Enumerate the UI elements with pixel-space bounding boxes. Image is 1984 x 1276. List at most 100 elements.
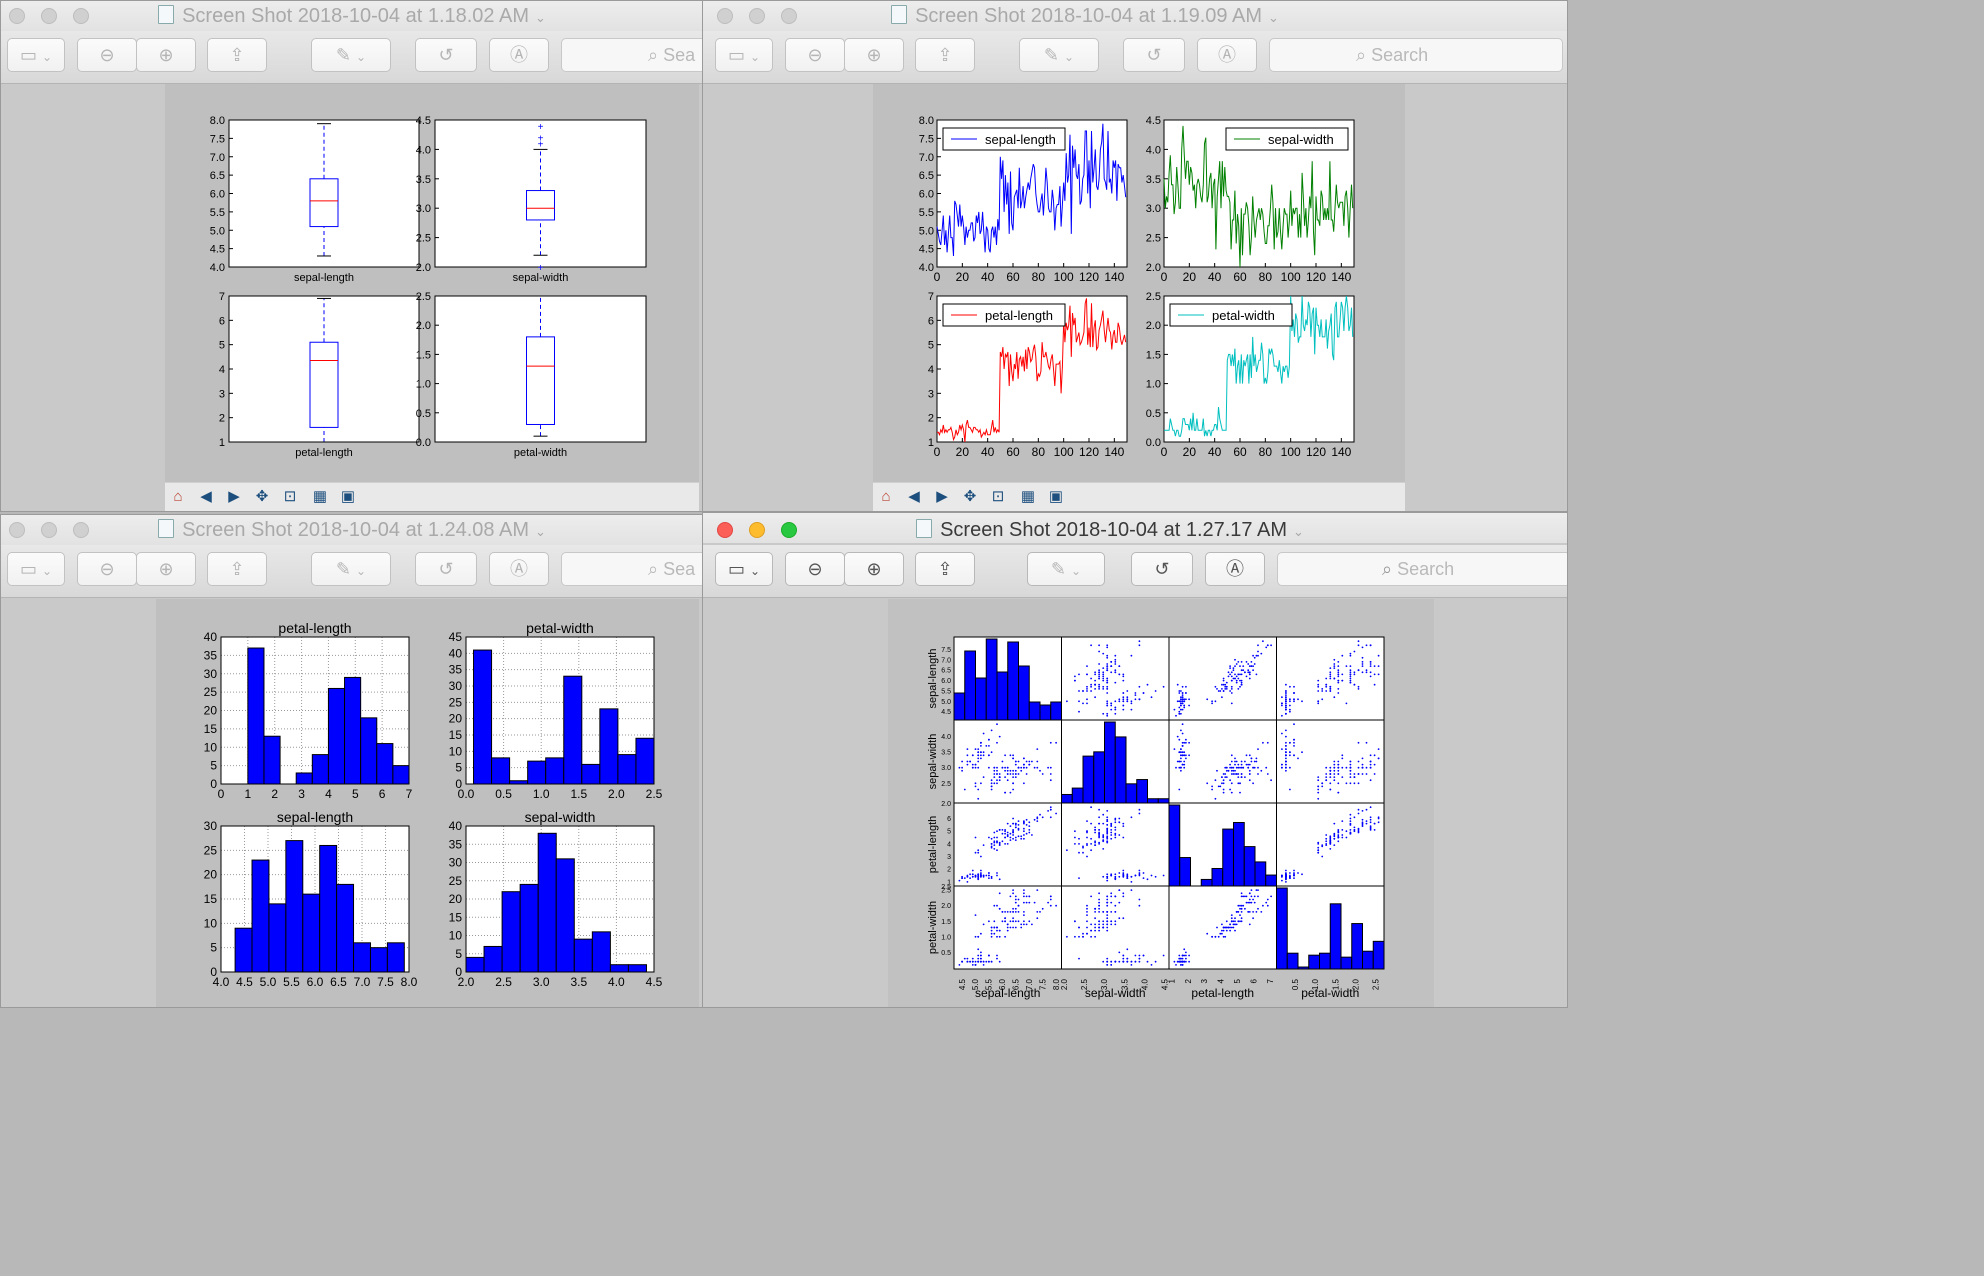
share-button[interactable]: ⇪ [915, 552, 975, 586]
zoom-out-button[interactable]: ⊖ [77, 38, 137, 72]
y-tick-label: 40 [449, 646, 463, 660]
zoom-out-button[interactable]: ⊖ [77, 552, 137, 586]
forward-icon[interactable]: ▶ [228, 488, 240, 505]
zoom-in-button[interactable]: ⊕ [844, 38, 904, 72]
close-button[interactable] [717, 522, 733, 538]
title-bar[interactable]: Screen Shot 2018-10-04 at 1.24.08 AM ⌄ [1, 515, 703, 545]
zoom-in-button[interactable]: ⊕ [136, 552, 196, 586]
annotate-button[interactable]: Ⓐ [489, 38, 549, 72]
scatter-point [1009, 769, 1012, 772]
sidebar-button[interactable]: ▭ ⌄ [715, 38, 773, 72]
pan-icon[interactable]: ✥ [963, 488, 977, 505]
forward-icon[interactable]: ▶ [936, 488, 948, 505]
column-label: sepal-width [1085, 986, 1146, 1000]
scatter-point [1183, 763, 1186, 766]
scatter-point [1025, 818, 1028, 821]
minimize-button[interactable] [749, 522, 765, 538]
scatter-point [1090, 822, 1092, 825]
close-button[interactable] [717, 8, 733, 24]
sidebar-button[interactable]: ▭ ⌄ [715, 552, 773, 586]
close-button[interactable] [9, 8, 25, 24]
back-icon[interactable]: ◀ [908, 488, 920, 505]
search-field[interactable]: ⌕ Sea [561, 38, 703, 72]
x-tick-label: 0 [934, 445, 941, 459]
minimize-button[interactable] [41, 522, 57, 538]
scatter-point [1230, 671, 1233, 674]
title-bar[interactable]: Screen Shot 2018-10-04 at 1.27.17 AM ⌄ [703, 513, 1567, 543]
zoom-button[interactable] [73, 522, 89, 538]
search-field[interactable]: ⌕ Search [1277, 552, 1567, 586]
scatter-point [1293, 700, 1295, 703]
scatter-point [1242, 665, 1245, 667]
minimize-button[interactable] [749, 8, 765, 24]
scatter-point [1214, 779, 1217, 782]
markup-button[interactable]: ✎ ⌄ [1019, 38, 1099, 72]
zoom-icon[interactable]: ⊡ [283, 488, 297, 505]
markup-button[interactable]: ✎ ⌄ [1027, 552, 1105, 586]
configure-icon[interactable]: ▦ [312, 488, 328, 505]
sidebar-button[interactable]: ▭ ⌄ [7, 552, 65, 586]
scatter-point [971, 957, 974, 960]
rotate-button[interactable]: ↺ [415, 38, 477, 72]
search-field[interactable]: ⌕ Search [1269, 38, 1563, 72]
scatter-point [1017, 904, 1020, 907]
title-bar[interactable]: Screen Shot 2018-10-04 at 1.19.09 AM ⌄ [703, 1, 1567, 31]
zoom-button[interactable] [73, 8, 89, 24]
scatter-point [1098, 841, 1100, 844]
rotate-button[interactable]: ↺ [1123, 38, 1185, 72]
markup-button[interactable]: ✎ ⌄ [311, 38, 391, 72]
scatter-point [1337, 840, 1340, 843]
close-button[interactable] [9, 522, 25, 538]
scatter-point [1025, 766, 1028, 769]
save-icon[interactable]: ▣ [340, 488, 356, 505]
rotate-button[interactable]: ↺ [415, 552, 477, 586]
scatter-point [977, 851, 980, 854]
row-tick-label: 2 [947, 867, 951, 874]
zoom-button[interactable] [781, 522, 797, 538]
scatter-point [977, 788, 980, 791]
scatter-point [1341, 820, 1344, 822]
scatter-point [1240, 776, 1243, 778]
rotate-button[interactable]: ↺ [1131, 552, 1193, 586]
annotate-button[interactable]: Ⓐ [1197, 38, 1257, 72]
back-icon[interactable]: ◀ [200, 488, 212, 505]
zoom-in-button[interactable]: ⊕ [136, 38, 196, 72]
histogram-bar [635, 737, 655, 785]
zoom-out-button[interactable]: ⊖ [785, 552, 845, 586]
minimize-button[interactable] [41, 8, 57, 24]
home-icon[interactable]: ⌂ [881, 488, 891, 505]
scatter-point [1181, 702, 1184, 705]
title-bar[interactable]: Screen Shot 2018-10-04 at 1.18.02 AM ⌄ [1, 1, 703, 31]
home-icon[interactable]: ⌂ [173, 488, 183, 505]
scatter-point [1250, 901, 1253, 904]
annotate-button[interactable]: Ⓐ [489, 552, 549, 586]
scatter-point [1255, 889, 1258, 891]
save-icon[interactable]: ▣ [1048, 488, 1064, 505]
zoom-out-button[interactable]: ⊖ [785, 38, 845, 72]
scatter-point [1150, 696, 1153, 699]
share-button[interactable]: ⇪ [207, 552, 267, 586]
zoom-in-button[interactable]: ⊕ [844, 552, 904, 586]
chevron-down-icon[interactable]: ⌄ [535, 524, 546, 539]
scatter-point [1234, 757, 1236, 760]
scatter-point [1234, 920, 1236, 923]
histogram-bar [501, 891, 521, 973]
scatter-point [1369, 779, 1372, 782]
zoom-button[interactable] [781, 8, 797, 24]
chevron-down-icon: ⌄ [1064, 50, 1075, 64]
zoom-icon[interactable]: ⊡ [991, 488, 1005, 505]
chevron-down-icon[interactable]: ⌄ [535, 10, 546, 25]
sidebar-button[interactable]: ▭ ⌄ [7, 38, 65, 72]
scatter-point [1301, 873, 1303, 876]
chevron-down-icon[interactable]: ⌄ [1268, 10, 1279, 25]
histogram-bar [975, 677, 987, 721]
chevron-down-icon[interactable]: ⌄ [1293, 524, 1304, 539]
share-button[interactable]: ⇪ [207, 38, 267, 72]
configure-icon[interactable]: ▦ [1020, 488, 1036, 505]
search-field[interactable]: ⌕ Sea [561, 552, 703, 586]
scatter-point [1240, 920, 1243, 923]
share-button[interactable]: ⇪ [915, 38, 975, 72]
pan-icon[interactable]: ✥ [255, 488, 269, 505]
markup-button[interactable]: ✎ ⌄ [311, 552, 391, 586]
annotate-button[interactable]: Ⓐ [1205, 552, 1265, 586]
